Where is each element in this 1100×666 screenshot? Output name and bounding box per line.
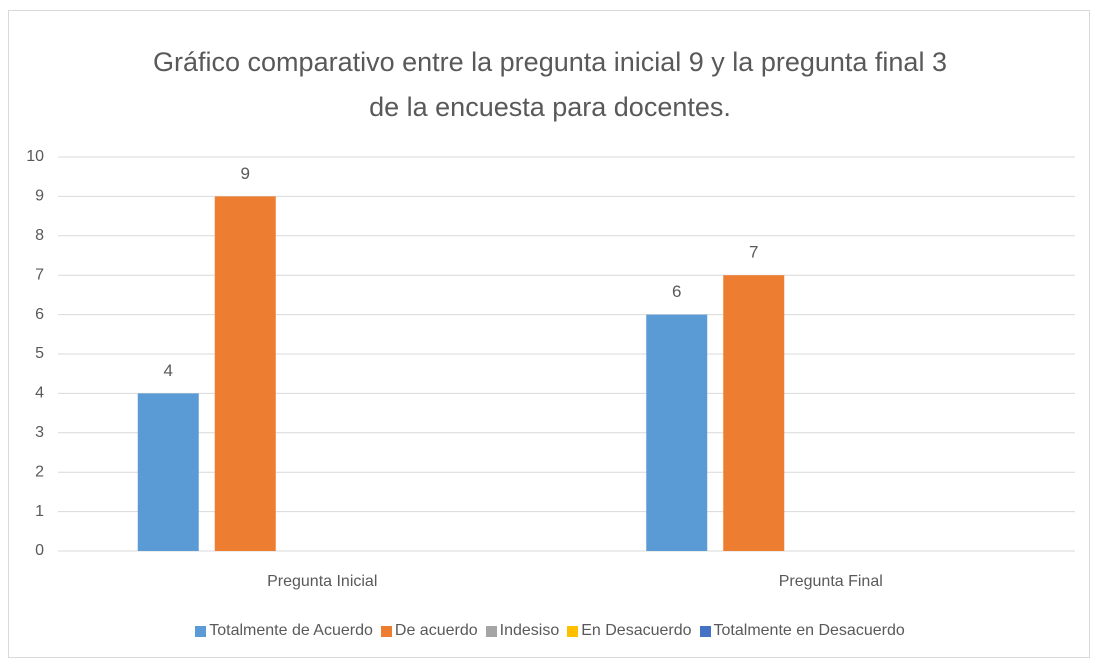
- legend-swatch: [380, 625, 392, 637]
- x-tick-label: Pregunta Inicial: [267, 573, 377, 590]
- legend-item: De acuerdo: [380, 622, 478, 640]
- y-tick-label: 10: [26, 148, 44, 165]
- data-label: 4: [164, 361, 173, 380]
- chart-border: [8, 10, 1090, 658]
- legend-item: Indesiso: [485, 622, 560, 640]
- data-label: 9: [241, 164, 250, 183]
- bar: [646, 314, 708, 551]
- legend-label: En Desacuerdo: [581, 622, 692, 639]
- legend-swatch: [485, 625, 497, 637]
- legend-label: Totalmente en Desacuerdo: [713, 622, 905, 639]
- legend-swatch: [699, 625, 711, 637]
- bar: [137, 393, 199, 551]
- bar: [723, 275, 785, 551]
- y-tick-label: 9: [35, 188, 44, 205]
- chart-title: Gráfico comparativo entre la pregunta in…: [153, 47, 947, 122]
- y-tick-label: 4: [35, 385, 44, 402]
- legend-item: Totalmente en Desacuerdo: [699, 622, 905, 640]
- legend-swatch: [567, 625, 579, 637]
- y-tick-label: 0: [35, 542, 44, 559]
- legend-label: Totalmente de Acuerdo: [209, 622, 373, 639]
- y-tick-label: 3: [35, 424, 44, 441]
- data-label: 7: [749, 243, 758, 262]
- y-tick-label: 8: [35, 227, 44, 244]
- legend-label: De acuerdo: [394, 622, 478, 639]
- legend-label: Indesiso: [499, 622, 560, 639]
- legend-item: En Desacuerdo: [567, 622, 692, 640]
- y-tick-label: 6: [35, 306, 44, 323]
- y-tick-label: 1: [35, 503, 44, 520]
- y-tick-label: 5: [35, 345, 44, 362]
- bar: [214, 196, 276, 551]
- legend-item: Totalmente de Acuerdo: [195, 622, 373, 640]
- legend: Totalmente de Acuerdo De acuerdo Indesiso E…: [0, 622, 1100, 640]
- x-tick-label: Pregunta Final: [779, 573, 883, 590]
- data-label: 6: [672, 282, 681, 301]
- legend-swatch: [195, 625, 207, 637]
- y-tick-label: 7: [35, 266, 44, 283]
- y-tick-label: 2: [35, 463, 44, 480]
